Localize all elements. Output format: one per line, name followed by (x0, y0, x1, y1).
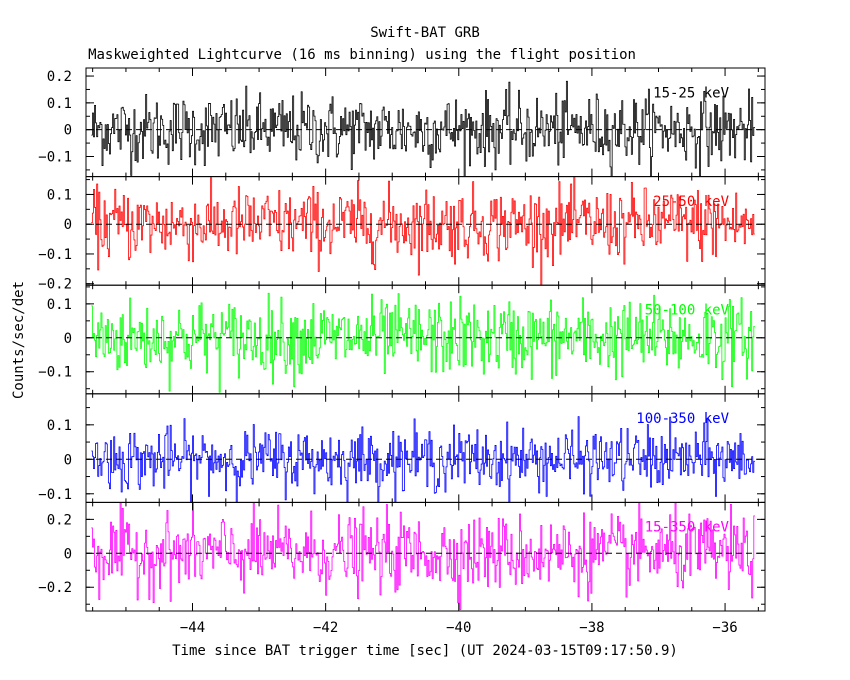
y-tick-label: 0 (64, 123, 72, 139)
x-tick-label: −40 (446, 620, 471, 636)
panel-3: −0.1 0 0.1 50-100 keV (38, 284, 766, 395)
panels: −0.1 0 0.1 0.2 15-25 keV −0.2 −0.1 0 0.1 25-50 ke… (38, 67, 766, 612)
series-line-4 (91, 416, 755, 503)
x-axis: −44 −42 −40 −38 −36 (180, 620, 738, 636)
x-tick-label: −44 (180, 620, 205, 636)
panel-5: −0.2 0 0.2 15-350 keV (38, 501, 766, 612)
y-tick-label: −0.1 (38, 487, 72, 503)
x-tick-label: −38 (579, 620, 604, 636)
series-line-5 (91, 502, 755, 610)
x-tick-label: −42 (313, 620, 338, 636)
series-line-3 (91, 292, 755, 393)
panel-label-4: 100-350 keV (636, 411, 729, 427)
chart-title: Swift-BAT GRB (370, 25, 480, 41)
x-axis-label: Time since BAT trigger time [sec] (UT 20… (172, 643, 678, 659)
y-tick-label: −0.1 (38, 149, 72, 165)
panel-2: −0.2 −0.1 0 0.1 25-50 keV (38, 176, 766, 293)
y-tick-label: 0 (64, 452, 72, 468)
y-tick-label: 0.1 (47, 187, 72, 203)
y-tick-label: 0.1 (47, 297, 72, 313)
y-tick-label: −0.2 (38, 580, 72, 596)
y-tick-label: −0.1 (38, 247, 72, 263)
y-tick-label: 0 (64, 546, 72, 562)
panel-label-1: 15-25 keV (653, 85, 729, 101)
panel-label-2: 25-50 keV (653, 194, 729, 210)
panel-label-5: 15-350 keV (645, 520, 730, 536)
y-tick-label: 0.1 (47, 96, 72, 112)
y-tick-label: −0.2 (38, 277, 72, 293)
y-tick-label: 0.1 (47, 418, 72, 434)
chart-subtitle: Maskweighted Lightcurve (16 ms binning) … (88, 47, 636, 63)
y-axis-label: Counts/sec/det (11, 281, 27, 399)
y-tick-label: 0 (64, 217, 72, 233)
x-tick-label: −36 (712, 620, 737, 636)
y-tick-label: −0.1 (38, 365, 72, 381)
series-line-1 (91, 80, 755, 177)
series-line-2 (91, 176, 755, 286)
y-tick-label: 0.2 (47, 69, 72, 85)
y-tick-label: 0 (64, 331, 72, 347)
panel-label-3: 50-100 keV (645, 303, 730, 319)
panel-1: −0.1 0 0.1 0.2 15-25 keV (38, 67, 766, 178)
y-tick-label: 0.2 (47, 512, 72, 528)
panel-4: −0.1 0 0.1 100-350 keV (38, 393, 766, 503)
